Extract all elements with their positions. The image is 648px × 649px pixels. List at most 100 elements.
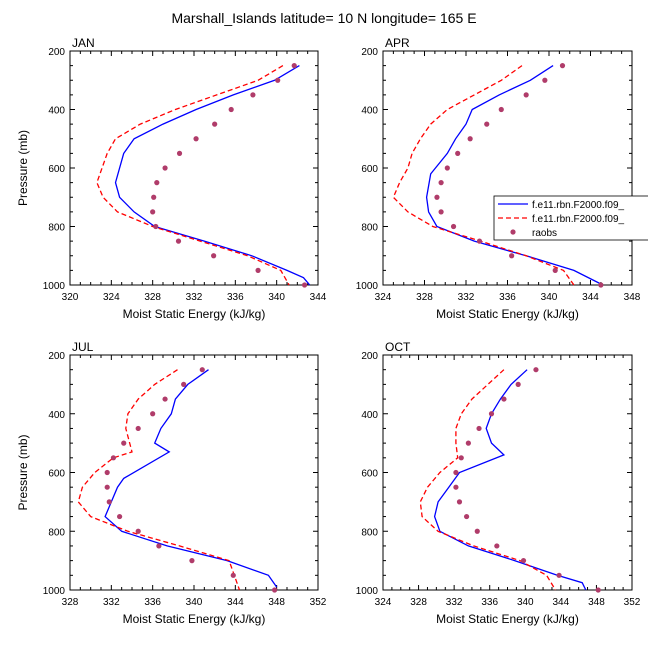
raobs-point bbox=[110, 455, 116, 461]
raobs-point bbox=[301, 282, 308, 288]
y-tick-label: 1000 bbox=[356, 281, 379, 292]
legend-label: f.e11.rbn.F2000.f09_ bbox=[532, 200, 625, 211]
legend: f.e11.rbn.F2000.f09_ f.e11.rbn.F2000.f09_… bbox=[493, 195, 648, 241]
raobs-point bbox=[156, 543, 162, 549]
y-tick-label: 200 bbox=[48, 47, 65, 58]
figure-title: Marshall_Islands latitude= 10 N longitud… bbox=[171, 10, 476, 26]
raobs-point bbox=[153, 223, 159, 230]
plot-frame bbox=[69, 50, 319, 286]
x-axis-label: Moist Static Energy (kJ/kg) bbox=[436, 612, 579, 626]
raobs-point bbox=[275, 77, 281, 83]
raobs-point bbox=[104, 469, 110, 476]
x-tick-label: 352 bbox=[310, 597, 327, 608]
x-axis-label: Moist Static Energy (kJ/kg) bbox=[123, 307, 266, 321]
raobs-point bbox=[150, 411, 156, 417]
y-axis-label: Pressure (mb) bbox=[16, 130, 30, 206]
raobs-point bbox=[455, 150, 461, 156]
panel-label: JUL bbox=[72, 340, 94, 354]
y-tick-label: 1000 bbox=[356, 586, 379, 597]
y-tick-label: 400 bbox=[48, 410, 65, 421]
raobs-point bbox=[559, 63, 566, 69]
x-tick-label: 332 bbox=[186, 292, 203, 303]
raobs-point bbox=[533, 367, 539, 373]
y-tick-label: 200 bbox=[361, 47, 378, 58]
panel-jan: JAN 320 324 328 332 336 340 344 200 400 600 800 1000… bbox=[16, 36, 327, 321]
raobs-point bbox=[515, 381, 521, 387]
raobs-point bbox=[199, 367, 205, 373]
legend-label: raobs bbox=[532, 228, 557, 239]
raobs-point bbox=[212, 121, 218, 127]
raobs-point bbox=[135, 425, 141, 432]
legend-marker-dot bbox=[510, 229, 516, 235]
y-tick-label: 400 bbox=[361, 106, 378, 117]
raobs-point bbox=[193, 136, 199, 142]
raobs-point bbox=[458, 455, 464, 461]
x-tick-label: 344 bbox=[553, 597, 570, 608]
panel-label: JAN bbox=[72, 36, 95, 50]
raobs-point bbox=[104, 484, 110, 490]
series-line-red-dashed bbox=[77, 369, 241, 591]
x-tick-label: 348 bbox=[588, 597, 605, 608]
series-line-blue-solid bbox=[425, 65, 604, 286]
raobs-point bbox=[106, 499, 112, 505]
x-tick-label: 340 bbox=[268, 292, 285, 303]
x-tick-label: 328 bbox=[62, 597, 79, 608]
raobs-point bbox=[444, 165, 450, 171]
raobs-point bbox=[117, 513, 123, 520]
raobs-point bbox=[291, 63, 297, 69]
raobs-point bbox=[484, 121, 490, 127]
x-tick-label: 340 bbox=[517, 597, 534, 608]
panels: JAN 320 324 328 332 336 340 344 200 400 600 800 1000… bbox=[16, 36, 641, 626]
raobs-point bbox=[255, 267, 261, 273]
y-tick-label: 1000 bbox=[43, 281, 66, 292]
raobs-point bbox=[135, 528, 141, 534]
y-tick-label: 400 bbox=[361, 410, 378, 421]
x-tick-label: 324 bbox=[375, 597, 392, 608]
x-tick-label: 336 bbox=[144, 597, 161, 608]
x-tick-label: 352 bbox=[624, 597, 641, 608]
x-axis-label: Moist Static Energy (kJ/kg) bbox=[123, 612, 266, 626]
raobs-point bbox=[598, 282, 604, 288]
raobs-point bbox=[150, 209, 156, 215]
raobs-point bbox=[211, 253, 217, 259]
x-tick-label: 344 bbox=[310, 292, 327, 303]
raobs-point bbox=[453, 469, 459, 476]
x-tick-label: 344 bbox=[582, 292, 599, 303]
raobs-point bbox=[494, 543, 500, 549]
raobs-point bbox=[162, 165, 168, 171]
x-tick-label: 320 bbox=[62, 292, 79, 303]
panel-oct: OCT 324 328 332 336 340 344 348 352 200 400 600 800 1… bbox=[356, 340, 641, 626]
x-tick-label: 328 bbox=[410, 597, 427, 608]
raobs-point bbox=[450, 223, 457, 230]
raobs-point bbox=[272, 587, 278, 593]
raobs-point bbox=[176, 150, 183, 156]
raobs-point bbox=[501, 396, 507, 402]
y-tick-label: 600 bbox=[361, 164, 378, 175]
raobs-point bbox=[154, 180, 160, 186]
panel-label: OCT bbox=[385, 340, 411, 354]
raobs-point bbox=[121, 440, 127, 446]
y-tick-label: 200 bbox=[48, 351, 65, 362]
series-line-blue-solid bbox=[433, 369, 587, 591]
panel-apr: APR 324 328 332 336 340 344 348 200 400 600 800 1000… bbox=[356, 36, 641, 321]
x-tick-label: 348 bbox=[624, 292, 641, 303]
legend-box bbox=[493, 195, 648, 241]
x-tick-label: 340 bbox=[541, 292, 558, 303]
x-tick-label: 332 bbox=[103, 597, 120, 608]
y-tick-label: 600 bbox=[48, 164, 65, 175]
x-tick-label: 332 bbox=[458, 292, 475, 303]
raobs-point bbox=[463, 513, 470, 520]
raobs-point bbox=[488, 411, 495, 417]
raobs-point bbox=[509, 253, 515, 259]
raobs-point bbox=[438, 180, 444, 186]
y-tick-label: 400 bbox=[48, 106, 65, 117]
x-tick-label: 348 bbox=[268, 597, 285, 608]
raobs-point bbox=[476, 238, 483, 244]
raobs-point bbox=[189, 558, 195, 564]
raobs-point bbox=[250, 92, 256, 98]
raobs-point bbox=[556, 572, 562, 578]
y-tick-label: 800 bbox=[361, 527, 378, 538]
x-tick-label: 328 bbox=[144, 292, 161, 303]
series-line-blue-solid bbox=[104, 369, 278, 588]
x-tick-label: 324 bbox=[375, 292, 392, 303]
